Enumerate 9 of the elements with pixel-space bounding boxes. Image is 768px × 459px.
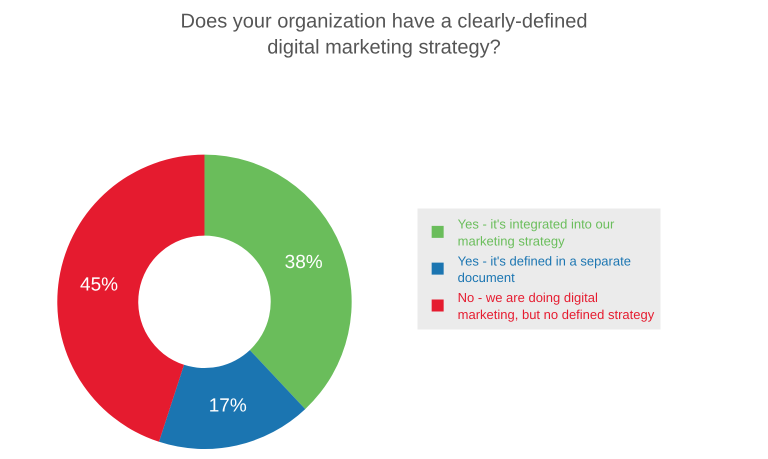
data-label: 45%: [80, 274, 118, 296]
chart-title: Does your organization have a clearly-defined digital marketing strategy?: [180, 10, 588, 59]
data-label: 17%: [208, 395, 247, 416]
legend-label: Yes - it's integrated into our marketing strategy: [458, 216, 615, 248]
donut-slice: [158, 350, 306, 449]
legend-label: No - we are doing digital marketing, but no defined strategy: [458, 290, 655, 322]
data-label: 38%: [284, 252, 323, 274]
legend-label: Yes - it's defined in a separate document: [458, 253, 631, 286]
donut-slice: [57, 154, 204, 442]
